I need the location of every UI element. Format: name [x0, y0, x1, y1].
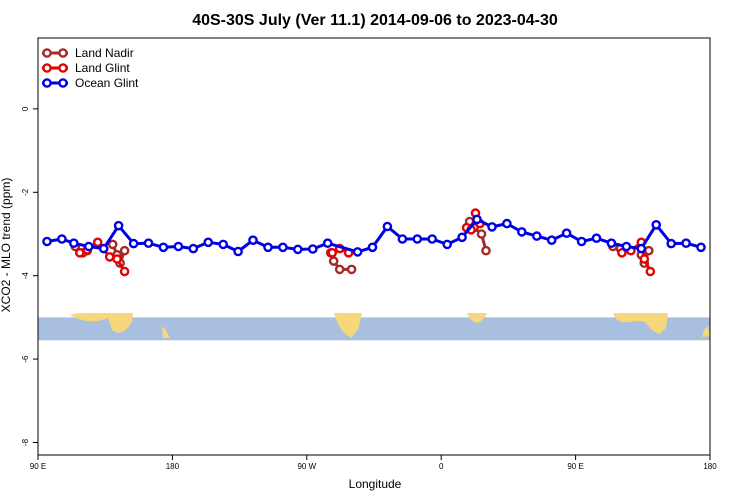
data-point-ocean-glint — [532, 231, 542, 241]
data-point-ocean-glint — [188, 243, 199, 254]
data-point-ocean-glint — [113, 220, 124, 231]
data-point-ocean-glint — [636, 243, 647, 254]
x-tick-label: 90 E — [567, 462, 583, 471]
x-tick-label: 0 — [439, 462, 444, 471]
data-point-land-glint — [75, 247, 85, 258]
data-point-ocean-glint — [278, 242, 288, 253]
data-point-land-glint — [645, 266, 656, 277]
data-point-ocean-glint — [382, 221, 393, 232]
data-point-land-glint — [92, 237, 103, 248]
data-point-ocean-glint — [502, 218, 512, 229]
data-point-ocean-glint — [561, 228, 572, 238]
data-point-ocean-glint — [546, 235, 557, 245]
data-point-ocean-glint — [591, 233, 602, 243]
data-point-ocean-glint — [666, 238, 677, 249]
data-point-ocean-glint — [621, 241, 632, 252]
data-point-ocean-glint — [203, 237, 213, 248]
legend-marker — [58, 63, 68, 73]
data-point-ocean-glint — [457, 232, 467, 243]
series-land-glint — [75, 208, 656, 277]
legend-label: Land Glint — [75, 61, 130, 75]
data-point-land-nadir — [346, 264, 357, 275]
data-point-ocean-glint — [158, 242, 169, 253]
legend-item-land-glint: Land Glint — [42, 61, 130, 75]
data-point-land-nadir — [119, 245, 130, 256]
legend-label: Land Nadir — [75, 46, 134, 60]
data-point-ocean-glint — [233, 246, 243, 257]
data-point-land-glint — [104, 252, 115, 262]
data-point-ocean-glint — [322, 238, 333, 248]
data-point-land-nadir — [107, 239, 118, 250]
data-point-ocean-glint — [487, 222, 497, 232]
data-point-ocean-glint — [307, 244, 318, 254]
data-point-ocean-glint — [427, 234, 438, 244]
chart-title: 40S-30S July (Ver 11.1) 2014-09-06 to 20… — [192, 12, 558, 29]
data-point-ocean-glint — [42, 236, 52, 247]
x-axis-label: Longitude — [349, 477, 402, 491]
legend-marker — [58, 78, 68, 88]
y-tick-label: -2 — [21, 188, 30, 196]
legend-marker — [42, 48, 52, 58]
data-point-land-glint — [617, 247, 627, 258]
data-point-land-glint — [112, 254, 122, 264]
data-point-ocean-glint — [352, 247, 363, 257]
map-ocean — [38, 317, 710, 341]
plot-frame — [37, 37, 711, 456]
data-point-ocean-glint — [397, 234, 408, 244]
data-point-land-glint — [327, 247, 338, 258]
data-point-land-nadir — [476, 229, 487, 239]
data-point-ocean-glint — [472, 214, 482, 225]
data-point-land-nadir — [334, 264, 345, 275]
data-point-land-nadir — [328, 256, 339, 266]
axes: 90 E 180 90 W 0 90 E 180 0 -2 -4 -6 -8 — [21, 106, 717, 471]
legend-marker — [58, 48, 68, 58]
legend-item-ocean-glint: Ocean Glint — [42, 76, 139, 90]
map-land — [70, 313, 710, 338]
legend-marker — [42, 78, 52, 88]
data-point-ocean-glint — [248, 235, 258, 245]
data-point-ocean-glint — [173, 241, 184, 252]
series-ocean-glint — [42, 214, 706, 257]
data-point-ocean-glint — [292, 244, 303, 255]
map-band — [38, 313, 710, 341]
data-point-ocean-glint — [128, 238, 139, 249]
data-point-ocean-glint — [143, 238, 154, 248]
data-point-ocean-glint — [517, 227, 527, 237]
data-point-ocean-glint — [57, 234, 67, 244]
x-tick-label: 180 — [703, 462, 717, 471]
y-tick-label: -6 — [21, 355, 30, 363]
y-tick-label: 0 — [21, 106, 30, 111]
x-tick-label: 90 E — [30, 462, 46, 471]
data-point-ocean-glint — [84, 241, 94, 252]
data-point-ocean-glint — [412, 234, 423, 244]
data-point-land-nadir — [481, 245, 491, 256]
y-tick-label: -8 — [21, 438, 30, 446]
data-point-ocean-glint — [681, 238, 691, 248]
x-tick-label: 180 — [166, 462, 180, 471]
data-point-ocean-glint — [696, 242, 706, 253]
data-point-ocean-glint — [651, 219, 662, 230]
data-point-ocean-glint — [576, 236, 587, 247]
legend-marker — [42, 63, 52, 73]
data-point-ocean-glint — [69, 238, 79, 248]
data-point-ocean-glint — [367, 242, 378, 253]
data-point-land-glint — [119, 266, 130, 277]
y-tick-label: -4 — [21, 272, 30, 280]
data-point-ocean-glint — [263, 242, 273, 253]
data-point-ocean-glint — [442, 239, 453, 250]
data-point-ocean-glint — [218, 239, 228, 250]
series-layer — [42, 208, 706, 277]
data-point-land-glint — [639, 254, 650, 264]
data-point-ocean-glint — [98, 243, 109, 254]
x-tick-label: 90 W — [297, 462, 316, 471]
legend-item-land-nadir: Land Nadir — [42, 46, 134, 60]
data-point-ocean-glint — [606, 238, 617, 248]
data-point-land-nadir — [644, 245, 654, 256]
y-axis-label: XCO2 - MLO trend (ppm) — [0, 178, 13, 313]
legend-label: Ocean Glint — [75, 76, 139, 90]
